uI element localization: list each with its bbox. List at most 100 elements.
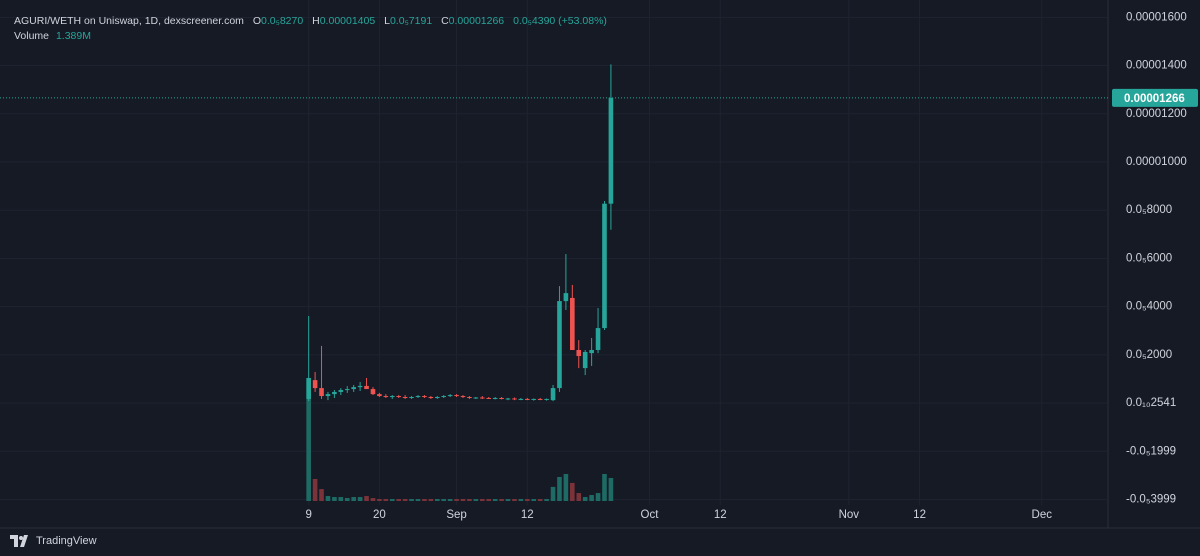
candle-body: [479, 397, 485, 399]
change: 0.0₅4390 (+53.08%): [513, 15, 607, 27]
volume-bar: [364, 496, 369, 501]
close-key: C: [441, 15, 449, 27]
volume-legend: Volume 1.389M: [14, 29, 607, 44]
volume-bar: [531, 499, 537, 501]
y-tick-label: 0.00001200: [1126, 108, 1187, 120]
x-tick-label: 9: [305, 509, 311, 521]
candle-body: [499, 397, 504, 399]
candles: [306, 64, 614, 402]
y-tick-label: 0.0₅8000: [1126, 204, 1172, 216]
candle-body: [595, 328, 601, 351]
candle-body: [441, 396, 447, 398]
candle-body: [422, 396, 427, 398]
volume-bar: [576, 493, 582, 501]
volume-bar: [344, 498, 350, 501]
volume-bar: [460, 499, 466, 501]
candle-body: [312, 380, 318, 389]
high-value: 0.00001405: [319, 15, 376, 27]
volume-bar: [377, 499, 382, 501]
volume-bar: [447, 499, 453, 501]
volume-bar: [396, 499, 401, 501]
candle-body: [486, 397, 492, 399]
volume-bar: [512, 499, 517, 501]
volume-bar: [389, 499, 395, 501]
y-tick-label: 0.0₅2000: [1126, 349, 1172, 361]
y-tick-label: 0.0₅4000: [1126, 301, 1172, 313]
volume-bar: [312, 478, 318, 501]
volume-bar: [544, 499, 549, 501]
open-value: 0.0₅8270: [261, 15, 304, 27]
candle-body: [319, 388, 324, 397]
x-tick-label: Nov: [839, 509, 860, 521]
last-price-label: 0.00001266: [1124, 93, 1185, 105]
volume-bar: [473, 499, 479, 501]
last-price-tag: [1112, 88, 1198, 107]
volume-bar: [454, 499, 459, 501]
candle-body: [557, 301, 562, 389]
volume-bar: [357, 497, 363, 501]
candle-body: [467, 397, 472, 399]
candle-body: [570, 297, 575, 351]
axes: 0.00001600 0.00001400 0.00001200 0.00001000…: [0, 11, 1198, 521]
low-value: 0.0₅7191: [389, 15, 433, 27]
legend-header: AGURI/WETH on Uniswap, 1D, dexscreener.c…: [14, 14, 607, 44]
candle-body: [357, 385, 363, 388]
price-legend: AGURI/WETH on Uniswap, 1D, dexscreener.c…: [14, 14, 607, 29]
candle-body: [589, 350, 594, 354]
low-key: L: [384, 15, 390, 27]
candle-body: [608, 97, 614, 204]
candle-body: [544, 398, 549, 400]
volume-bar: [595, 493, 601, 501]
candle-body: [415, 396, 421, 398]
candle-body: [525, 398, 530, 400]
candle-body: [396, 396, 401, 398]
volume-bar: [428, 499, 434, 501]
volume-bar: [479, 499, 485, 501]
volume-bar: [557, 476, 562, 501]
candle-body: [383, 396, 389, 398]
y-tick-label: 0.00001000: [1126, 156, 1187, 168]
y-tick-label: -0.0₅1999: [1126, 445, 1176, 457]
candle-body: [447, 395, 453, 397]
volume-bar: [434, 499, 440, 501]
candle-body: [505, 398, 511, 400]
volume-bar: [441, 499, 447, 501]
symbol: AGURI/WETH on Uniswap, 1D, dexscreener.c…: [14, 15, 244, 27]
x-tick-label: 12: [913, 509, 926, 521]
volume-bar: [499, 499, 504, 501]
volume-value: 1.389M: [55, 30, 91, 42]
volume-bar: [602, 473, 607, 501]
candle-body: [434, 397, 440, 399]
candle-body: [531, 398, 537, 400]
volume-bar: [332, 497, 337, 501]
candle-body: [351, 387, 356, 390]
volume-bar: [486, 499, 492, 501]
candle-body: [537, 398, 543, 400]
candle-body: [602, 203, 607, 329]
volume-bar: [525, 499, 530, 501]
y-tick-label: -0.0₅3999: [1126, 493, 1176, 505]
volume-bar: [338, 497, 344, 501]
y-tick-label: 0.0₁₀2541: [1126, 397, 1176, 409]
candle-body: [454, 395, 459, 397]
volume-bar: [492, 499, 498, 501]
volume-bar: [422, 499, 427, 501]
volume: [306, 380, 614, 501]
volume-bar: [370, 498, 376, 501]
volume-bar: [409, 499, 414, 501]
candle-body: [332, 391, 337, 395]
candle-body: [563, 293, 569, 302]
candle-body: [582, 351, 588, 369]
volume-bar: [518, 499, 524, 501]
volume-bar: [319, 489, 324, 501]
candle-body: [460, 396, 466, 398]
volume-bar: [563, 473, 569, 501]
volume-bar: [505, 499, 511, 501]
x-tick-label: Dec: [1032, 509, 1053, 521]
candle-body: [512, 398, 517, 400]
volume-bar: [415, 499, 421, 501]
x-tick-label: 12: [521, 509, 534, 521]
close-value: 0.00001266: [448, 15, 505, 27]
y-tick-label: 0.00001600: [1126, 11, 1187, 23]
